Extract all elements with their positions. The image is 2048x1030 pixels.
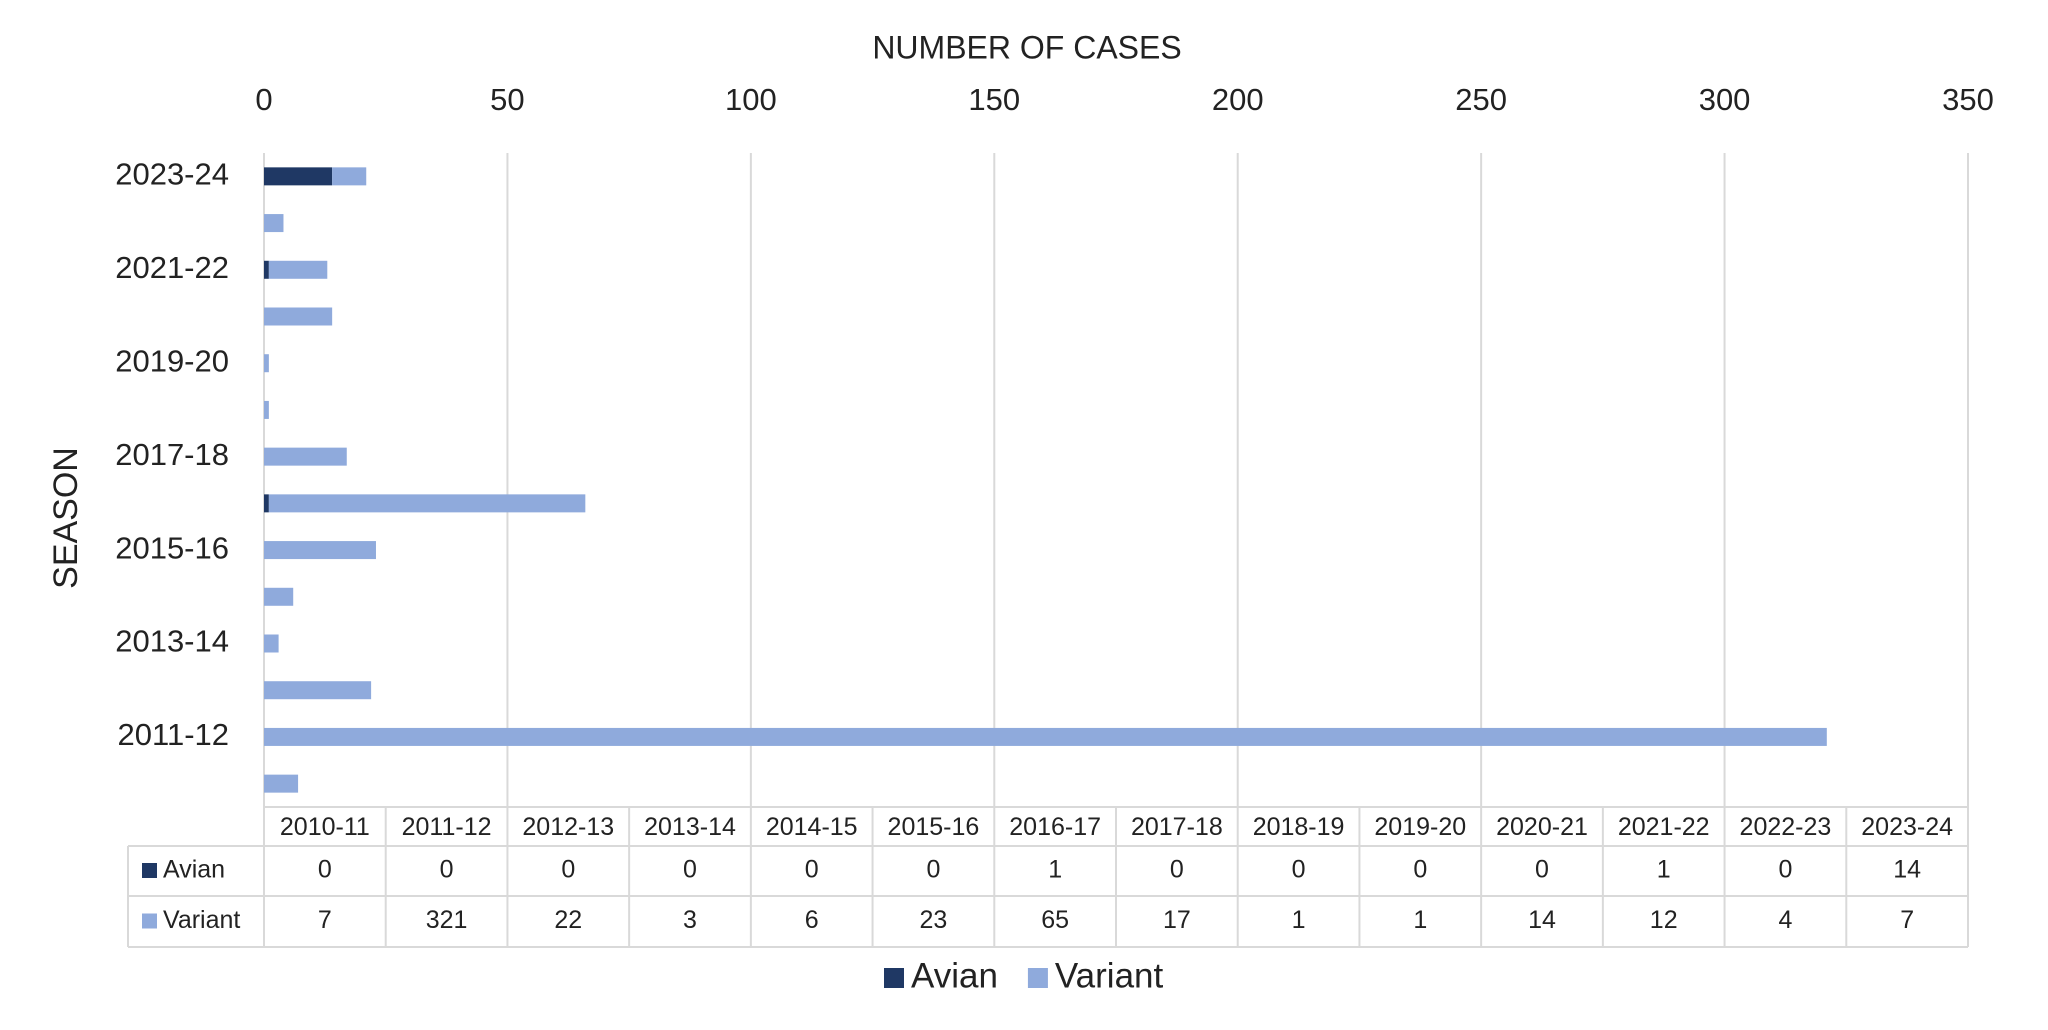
table-cell: 22 <box>554 906 582 934</box>
x-tick-label: 200 <box>1212 82 1264 117</box>
x-tick-label: 250 <box>1455 82 1507 117</box>
bar-segment <box>264 541 376 560</box>
bar-segment <box>264 260 269 279</box>
bar-segment <box>264 634 279 653</box>
bar-segment <box>264 214 284 233</box>
y-tick-label: 2023-24 <box>115 157 229 192</box>
y-tick-label: 2017-18 <box>115 437 229 472</box>
table-cell: 0 <box>1778 856 1792 884</box>
table-cell: 0 <box>926 856 940 884</box>
table-cell: 0 <box>318 856 332 884</box>
table-cell: 7 <box>1900 906 1914 934</box>
table-cell: 23 <box>920 906 948 934</box>
x-tick-label: 150 <box>968 82 1020 117</box>
bar-segment <box>264 774 299 793</box>
table-cell: 0 <box>683 856 697 884</box>
bar-segment <box>264 400 269 419</box>
bar-segment <box>264 494 269 513</box>
bar-segment <box>264 727 1827 746</box>
legend-label: Variant <box>1055 956 1164 995</box>
table-cell: 12 <box>1650 906 1678 934</box>
table-cell: 1 <box>1413 906 1427 934</box>
table-header: 2015-16 <box>888 813 980 841</box>
table-header: 2012-13 <box>522 813 614 841</box>
table-cell: 65 <box>1041 906 1069 934</box>
table-row-label: Avian <box>163 856 225 884</box>
table-cell: 321 <box>426 906 468 934</box>
table-header: 2017-18 <box>1131 813 1223 841</box>
table-cell: 1 <box>1657 856 1671 884</box>
bar-segment <box>264 447 347 466</box>
bar-segment <box>264 681 372 700</box>
bar-segment <box>268 494 586 513</box>
table-header: 2014-15 <box>766 813 858 841</box>
x-tick-label: 100 <box>725 82 777 117</box>
table-header: 2018-19 <box>1253 813 1345 841</box>
table-header: 2020-21 <box>1496 813 1588 841</box>
y-tick-label: 2019-20 <box>115 343 229 378</box>
table-header: 2013-14 <box>644 813 736 841</box>
bar-segment <box>264 587 294 606</box>
table-cell: 7 <box>318 906 332 934</box>
table-header: 2011-12 <box>402 813 492 841</box>
table-cell: 14 <box>1528 906 1556 934</box>
table-cell: 0 <box>440 856 454 884</box>
table-header: 2023-24 <box>1861 813 1953 841</box>
y-tick-label: 2021-22 <box>115 250 229 285</box>
table-cell: 6 <box>805 906 819 934</box>
x-tick-label: 300 <box>1699 82 1751 117</box>
table-legend-key <box>142 863 157 878</box>
legend-label: Avian <box>911 956 998 995</box>
table-cell: 0 <box>1413 856 1427 884</box>
x-axis-title: NUMBER OF CASES <box>872 29 1181 65</box>
table-cell: 1 <box>1048 856 1062 884</box>
table-cell: 0 <box>805 856 819 884</box>
table-cell: 3 <box>683 906 697 934</box>
table-legend-key <box>142 913 157 929</box>
bar-segment <box>332 167 367 186</box>
table-header: 2016-17 <box>1009 813 1101 841</box>
bar-segment <box>264 354 269 373</box>
table-row-label: Variant <box>163 906 240 934</box>
bar-segment <box>268 260 328 279</box>
x-tick-label: 350 <box>1942 82 1994 117</box>
table-header: 2010-11 <box>280 813 370 841</box>
table-cell: 17 <box>1163 906 1191 934</box>
table-cell: 4 <box>1778 906 1792 934</box>
bar-segment <box>264 167 333 186</box>
y-tick-label: 2015-16 <box>115 530 229 565</box>
legend-key <box>1027 968 1048 988</box>
x-tick-label: 50 <box>490 82 524 117</box>
y-axis-title: SEASON <box>47 447 85 589</box>
table-cell: 0 <box>1535 856 1549 884</box>
y-tick-label: 2013-14 <box>115 624 229 659</box>
table-header: 2022-23 <box>1740 813 1832 841</box>
table-header: 2021-22 <box>1618 813 1710 841</box>
bar-segment <box>264 307 333 326</box>
y-tick-label: 2011-12 <box>118 717 229 752</box>
table-header: 2019-20 <box>1374 813 1466 841</box>
table-cell: 0 <box>1292 856 1306 884</box>
table-cell: 14 <box>1893 856 1921 884</box>
x-tick-label: 0 <box>255 82 272 117</box>
table-cell: 1 <box>1292 906 1306 934</box>
table-cell: 0 <box>1170 856 1184 884</box>
table-cell: 0 <box>561 856 575 884</box>
legend-key <box>884 968 904 988</box>
